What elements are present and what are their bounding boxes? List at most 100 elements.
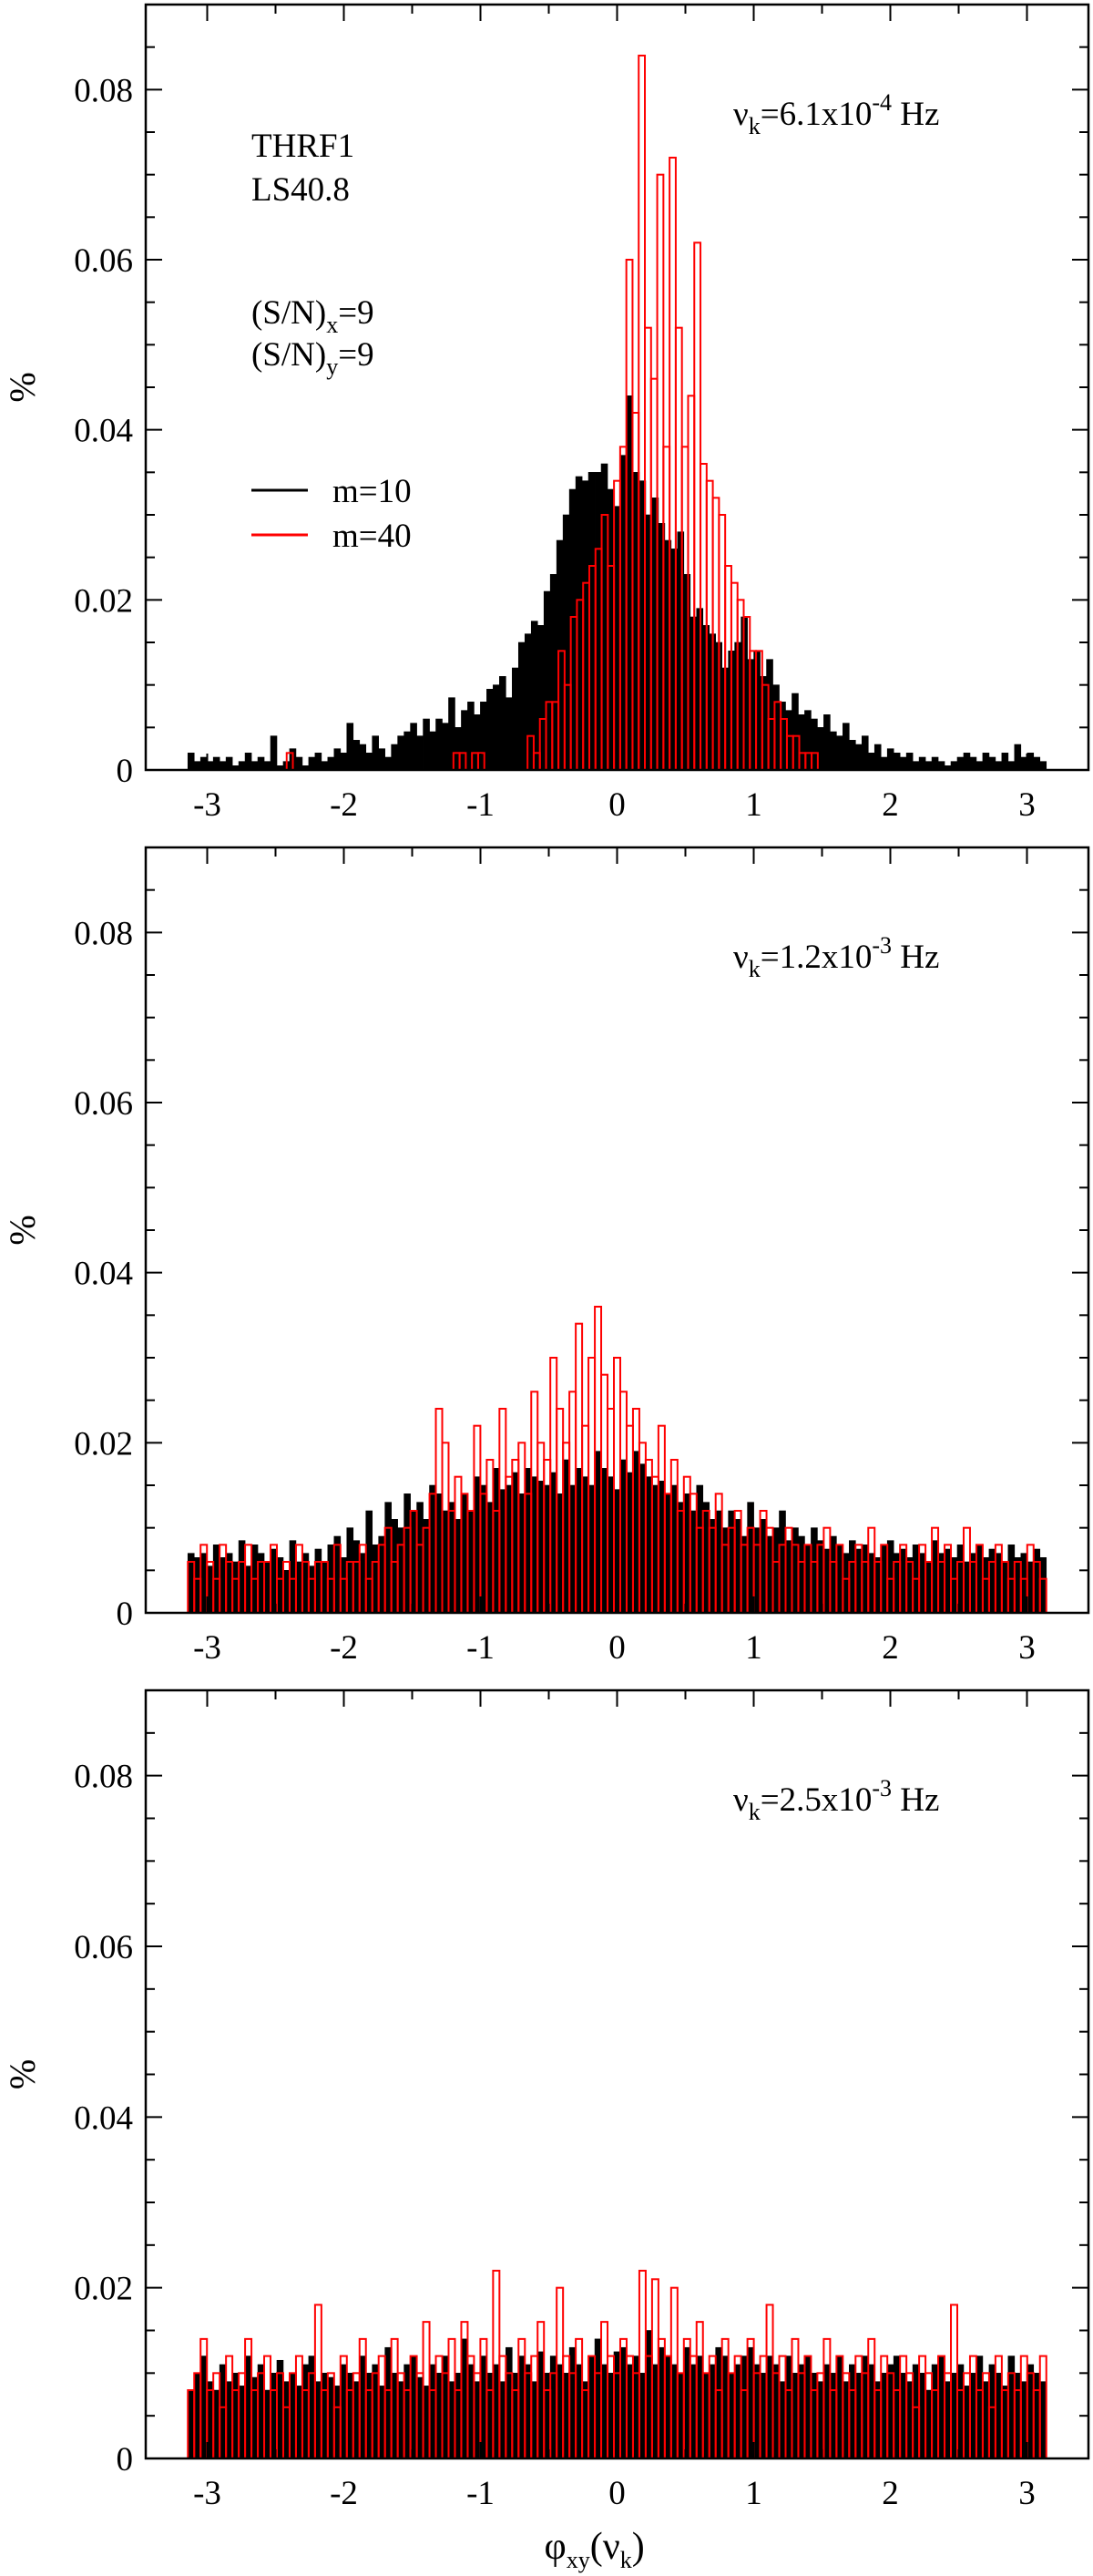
bar <box>741 1535 748 1614</box>
bar <box>308 2355 316 2459</box>
bar <box>658 2346 666 2459</box>
bar <box>423 1519 430 1614</box>
bar <box>683 574 691 771</box>
bar <box>995 2373 1003 2459</box>
bar <box>238 1540 246 1614</box>
bar <box>581 2381 589 2459</box>
bar <box>384 2346 392 2459</box>
bar <box>512 1472 519 1614</box>
bar <box>950 1557 958 1614</box>
bar <box>931 756 939 771</box>
bar <box>1027 753 1035 771</box>
bars-top <box>187 55 1047 772</box>
x-tick-label: 2 <box>882 1629 899 1667</box>
bar <box>467 702 475 771</box>
x-tick-label: -3 <box>193 786 221 824</box>
bar <box>709 2364 717 2459</box>
bar <box>988 756 996 771</box>
y-axis: 0 0.02 0.04 0.06 0.08 <box>74 847 1088 1633</box>
bar <box>543 2373 551 2459</box>
bar <box>295 1561 303 1614</box>
bar <box>849 1540 856 1614</box>
bar <box>950 761 958 771</box>
bar <box>257 756 265 771</box>
bar <box>645 2330 653 2459</box>
bar <box>1014 1557 1022 1614</box>
frequency-label: νk=1.2x10-3 Hz <box>733 932 939 982</box>
bar <box>378 1535 385 1614</box>
bar <box>830 1535 837 1614</box>
bar <box>568 1484 577 1614</box>
bar <box>499 676 506 771</box>
bar <box>474 1476 481 1614</box>
bar <box>619 1459 628 1614</box>
bar <box>512 2373 519 2459</box>
bar <box>963 2386 971 2459</box>
bar <box>823 2364 831 2459</box>
bar <box>843 723 850 771</box>
bar <box>607 2373 615 2459</box>
bar <box>219 761 227 771</box>
bar <box>823 714 831 771</box>
bar <box>499 2381 506 2459</box>
bar <box>403 1493 411 1614</box>
bar <box>372 2364 380 2459</box>
bar <box>506 1484 513 1614</box>
x-axis: -3 -2 -1 0 1 2 3 <box>193 1690 1036 2512</box>
bar <box>506 697 513 771</box>
bar <box>359 744 367 771</box>
bar <box>893 2355 901 2459</box>
bar <box>493 1468 500 1614</box>
bar <box>836 735 843 771</box>
sn-label: (S/N)y=9 <box>251 336 374 380</box>
bar <box>493 2364 500 2459</box>
bar <box>861 1545 869 1614</box>
bar <box>549 1472 557 1614</box>
bar <box>416 2376 424 2459</box>
panel-annotation: THRF1 <box>251 128 354 165</box>
bar <box>365 1510 373 1614</box>
y-tick-label: 0 <box>117 2441 134 2479</box>
bar <box>944 1548 952 1614</box>
bar <box>670 1484 679 1614</box>
bar <box>619 2346 628 2459</box>
bar <box>352 1540 361 1614</box>
bar <box>924 1561 933 1614</box>
bar <box>600 1468 608 1614</box>
y-axis-label: % <box>2 372 43 402</box>
y-axis-label: % <box>2 2059 43 2089</box>
x-tick-label: -2 <box>330 786 358 824</box>
bar <box>556 2364 564 2459</box>
bar <box>792 2373 799 2459</box>
bar <box>912 2364 920 2459</box>
bar <box>651 2364 659 2459</box>
bar <box>1014 744 1022 771</box>
x-tick-label: 0 <box>608 1629 626 1667</box>
bar <box>231 1561 240 1614</box>
bar <box>403 2364 411 2459</box>
bar <box>779 1510 786 1614</box>
bar <box>187 753 195 771</box>
bar <box>721 1527 729 1614</box>
bar <box>397 2381 404 2459</box>
bar <box>721 2355 729 2459</box>
bar <box>314 753 322 771</box>
bar <box>811 1527 818 1614</box>
bar <box>524 2364 532 2459</box>
bar <box>594 1451 602 1614</box>
bar <box>715 2346 722 2459</box>
x-tick-label: 3 <box>1018 2475 1036 2512</box>
bar <box>314 1548 322 1614</box>
bar <box>963 1561 971 1614</box>
bar <box>1007 2355 1016 2459</box>
bar <box>664 1493 672 1614</box>
x-tick-label: 1 <box>745 786 762 824</box>
bar <box>1039 2381 1047 2459</box>
bar <box>1027 1561 1035 1614</box>
bar <box>193 1557 201 1614</box>
bar <box>766 2355 773 2459</box>
bar <box>804 1545 812 1614</box>
series-m10 <box>187 2330 1047 2459</box>
bar <box>728 1510 735 1614</box>
bar <box>301 2364 310 2459</box>
